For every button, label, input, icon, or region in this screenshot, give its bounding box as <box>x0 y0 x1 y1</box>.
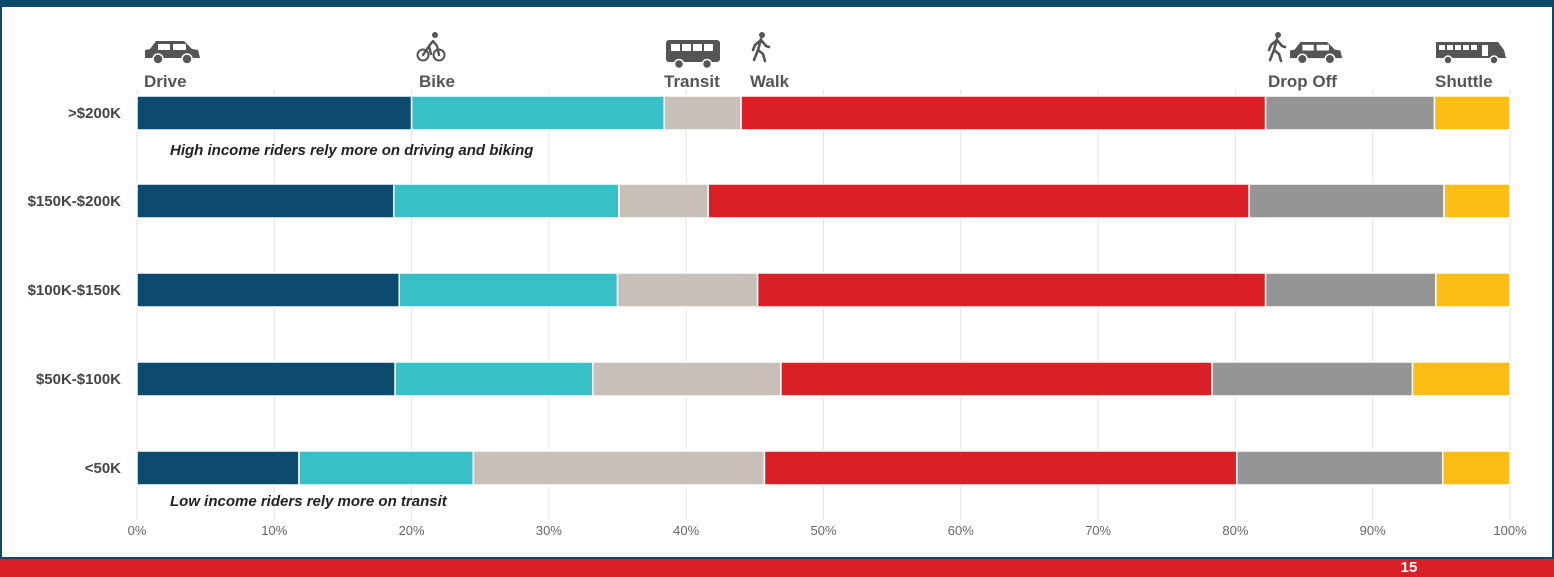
shuttle-window <box>1455 45 1461 50</box>
walker-and-car-icon <box>1267 32 1343 65</box>
x-tick-label: 50% <box>810 523 836 538</box>
category-label: <50K <box>85 460 121 477</box>
bus-icon <box>666 40 720 70</box>
bar-segment <box>707 183 1250 219</box>
bar-segment <box>756 272 1267 308</box>
shuttle-door <box>1482 45 1488 56</box>
walker-body <box>751 37 771 63</box>
bus-wheel <box>673 58 685 70</box>
bar-segment <box>1264 272 1437 308</box>
legend-label: Transit <box>664 72 720 91</box>
x-tick-label: 80% <box>1222 523 1248 538</box>
x-tick-label: 60% <box>948 523 974 538</box>
x-tick-labels: 0% 10% 20% 30% 40% 50% 60% 70% 80% 90% 100% <box>128 523 1527 538</box>
walker-head <box>1275 32 1281 38</box>
x-tick-label: 40% <box>673 523 699 538</box>
shuttle-window <box>1471 45 1477 50</box>
bar-segment <box>1443 183 1511 219</box>
car-window <box>1302 44 1314 51</box>
car-wheel <box>1296 53 1308 65</box>
bus-window <box>693 44 702 51</box>
annotations: High income riders rely more on driving … <box>170 142 533 510</box>
bar-segment <box>394 361 594 397</box>
bars <box>136 95 1511 486</box>
bar-segment <box>398 272 619 308</box>
bar-segment <box>763 450 1238 486</box>
x-tick-label: 70% <box>1085 523 1111 538</box>
shuttle-wheel <box>1443 55 1453 65</box>
car-body <box>145 41 200 58</box>
legend-label: Walk <box>750 72 790 91</box>
bar-segment <box>592 361 782 397</box>
bar-segment <box>618 183 709 219</box>
rider-head <box>432 32 438 38</box>
x-tick-label: 30% <box>536 523 562 538</box>
car-body <box>1290 41 1343 59</box>
category-label: $150K-$200K <box>28 193 122 210</box>
bar-segment <box>136 361 396 397</box>
bar-segment <box>1264 95 1436 131</box>
car-wheel <box>152 53 164 65</box>
stacked-bar-chart: >$200K $150K-$200K $100K-$150K $50K-$100K <5… <box>28 32 1527 538</box>
bar-segment <box>136 95 413 131</box>
car-window <box>158 44 170 50</box>
page-number: 15 <box>1400 559 1418 576</box>
bar-segment <box>616 272 759 308</box>
legend-label: Shuttle <box>1435 72 1493 91</box>
legend-label: Bike <box>419 72 455 91</box>
annotation-text: Low income riders rely more on transit <box>170 493 448 510</box>
x-tick-label: 0% <box>128 523 147 538</box>
bar-segment <box>393 183 620 219</box>
bar-segment <box>1411 361 1511 397</box>
bar-segment <box>472 450 766 486</box>
x-tick-label: 10% <box>261 523 287 538</box>
category-label: $50K-$100K <box>36 371 121 388</box>
walker-head <box>759 32 765 38</box>
bar-segment <box>136 450 300 486</box>
bus-wheel <box>701 58 713 70</box>
shuttle-window <box>1463 45 1469 50</box>
car-window <box>173 44 186 50</box>
bar-segment <box>136 272 400 308</box>
x-tick-label: 100% <box>1493 523 1527 538</box>
walker-body <box>1267 37 1287 63</box>
category-label: $100K-$150K <box>28 282 122 299</box>
bar-segment <box>1441 450 1511 486</box>
footer-bar <box>0 559 1554 577</box>
x-tick-label: 20% <box>399 523 425 538</box>
category-labels: >$200K $150K-$200K $100K-$150K $50K-$100K <5… <box>28 105 122 477</box>
bicycle-rider-icon <box>416 32 446 62</box>
x-tick-label: 90% <box>1360 523 1386 538</box>
shuttle-window <box>1447 45 1453 50</box>
bar-segment <box>1248 183 1445 219</box>
bike-wheel <box>416 48 430 62</box>
bus-window <box>704 44 713 51</box>
bar-segment <box>136 183 395 219</box>
bar-segment <box>1236 450 1444 486</box>
shuttle-wheel <box>1489 55 1499 65</box>
annotation-text: High income riders rely more on driving … <box>170 142 533 159</box>
shuttle-icon <box>1436 42 1506 65</box>
legend-label: Drop Off <box>1268 72 1337 91</box>
bar-segment <box>663 95 742 131</box>
walking-person-icon <box>751 32 771 63</box>
bike-frame <box>421 39 441 57</box>
car-window <box>1316 44 1329 51</box>
bar-segment <box>1433 95 1511 131</box>
bus-window <box>682 44 691 51</box>
legend-label: Drive <box>144 72 187 91</box>
bus-window <box>671 44 680 51</box>
bar-segment <box>1211 361 1414 397</box>
bar-segment <box>740 95 1267 131</box>
car-icon <box>145 41 200 65</box>
car-wheel <box>1324 53 1336 65</box>
bar-segment <box>1435 272 1511 308</box>
bar-segment <box>410 95 665 131</box>
category-label: >$200K <box>68 105 121 122</box>
bar-segment <box>298 450 475 486</box>
bar-segment <box>780 361 1213 397</box>
mode-legend: Drive Bike Transit Walk Drop Off Shuttle <box>144 32 1506 91</box>
car-wheel <box>181 53 193 65</box>
shuttle-window <box>1439 45 1445 50</box>
